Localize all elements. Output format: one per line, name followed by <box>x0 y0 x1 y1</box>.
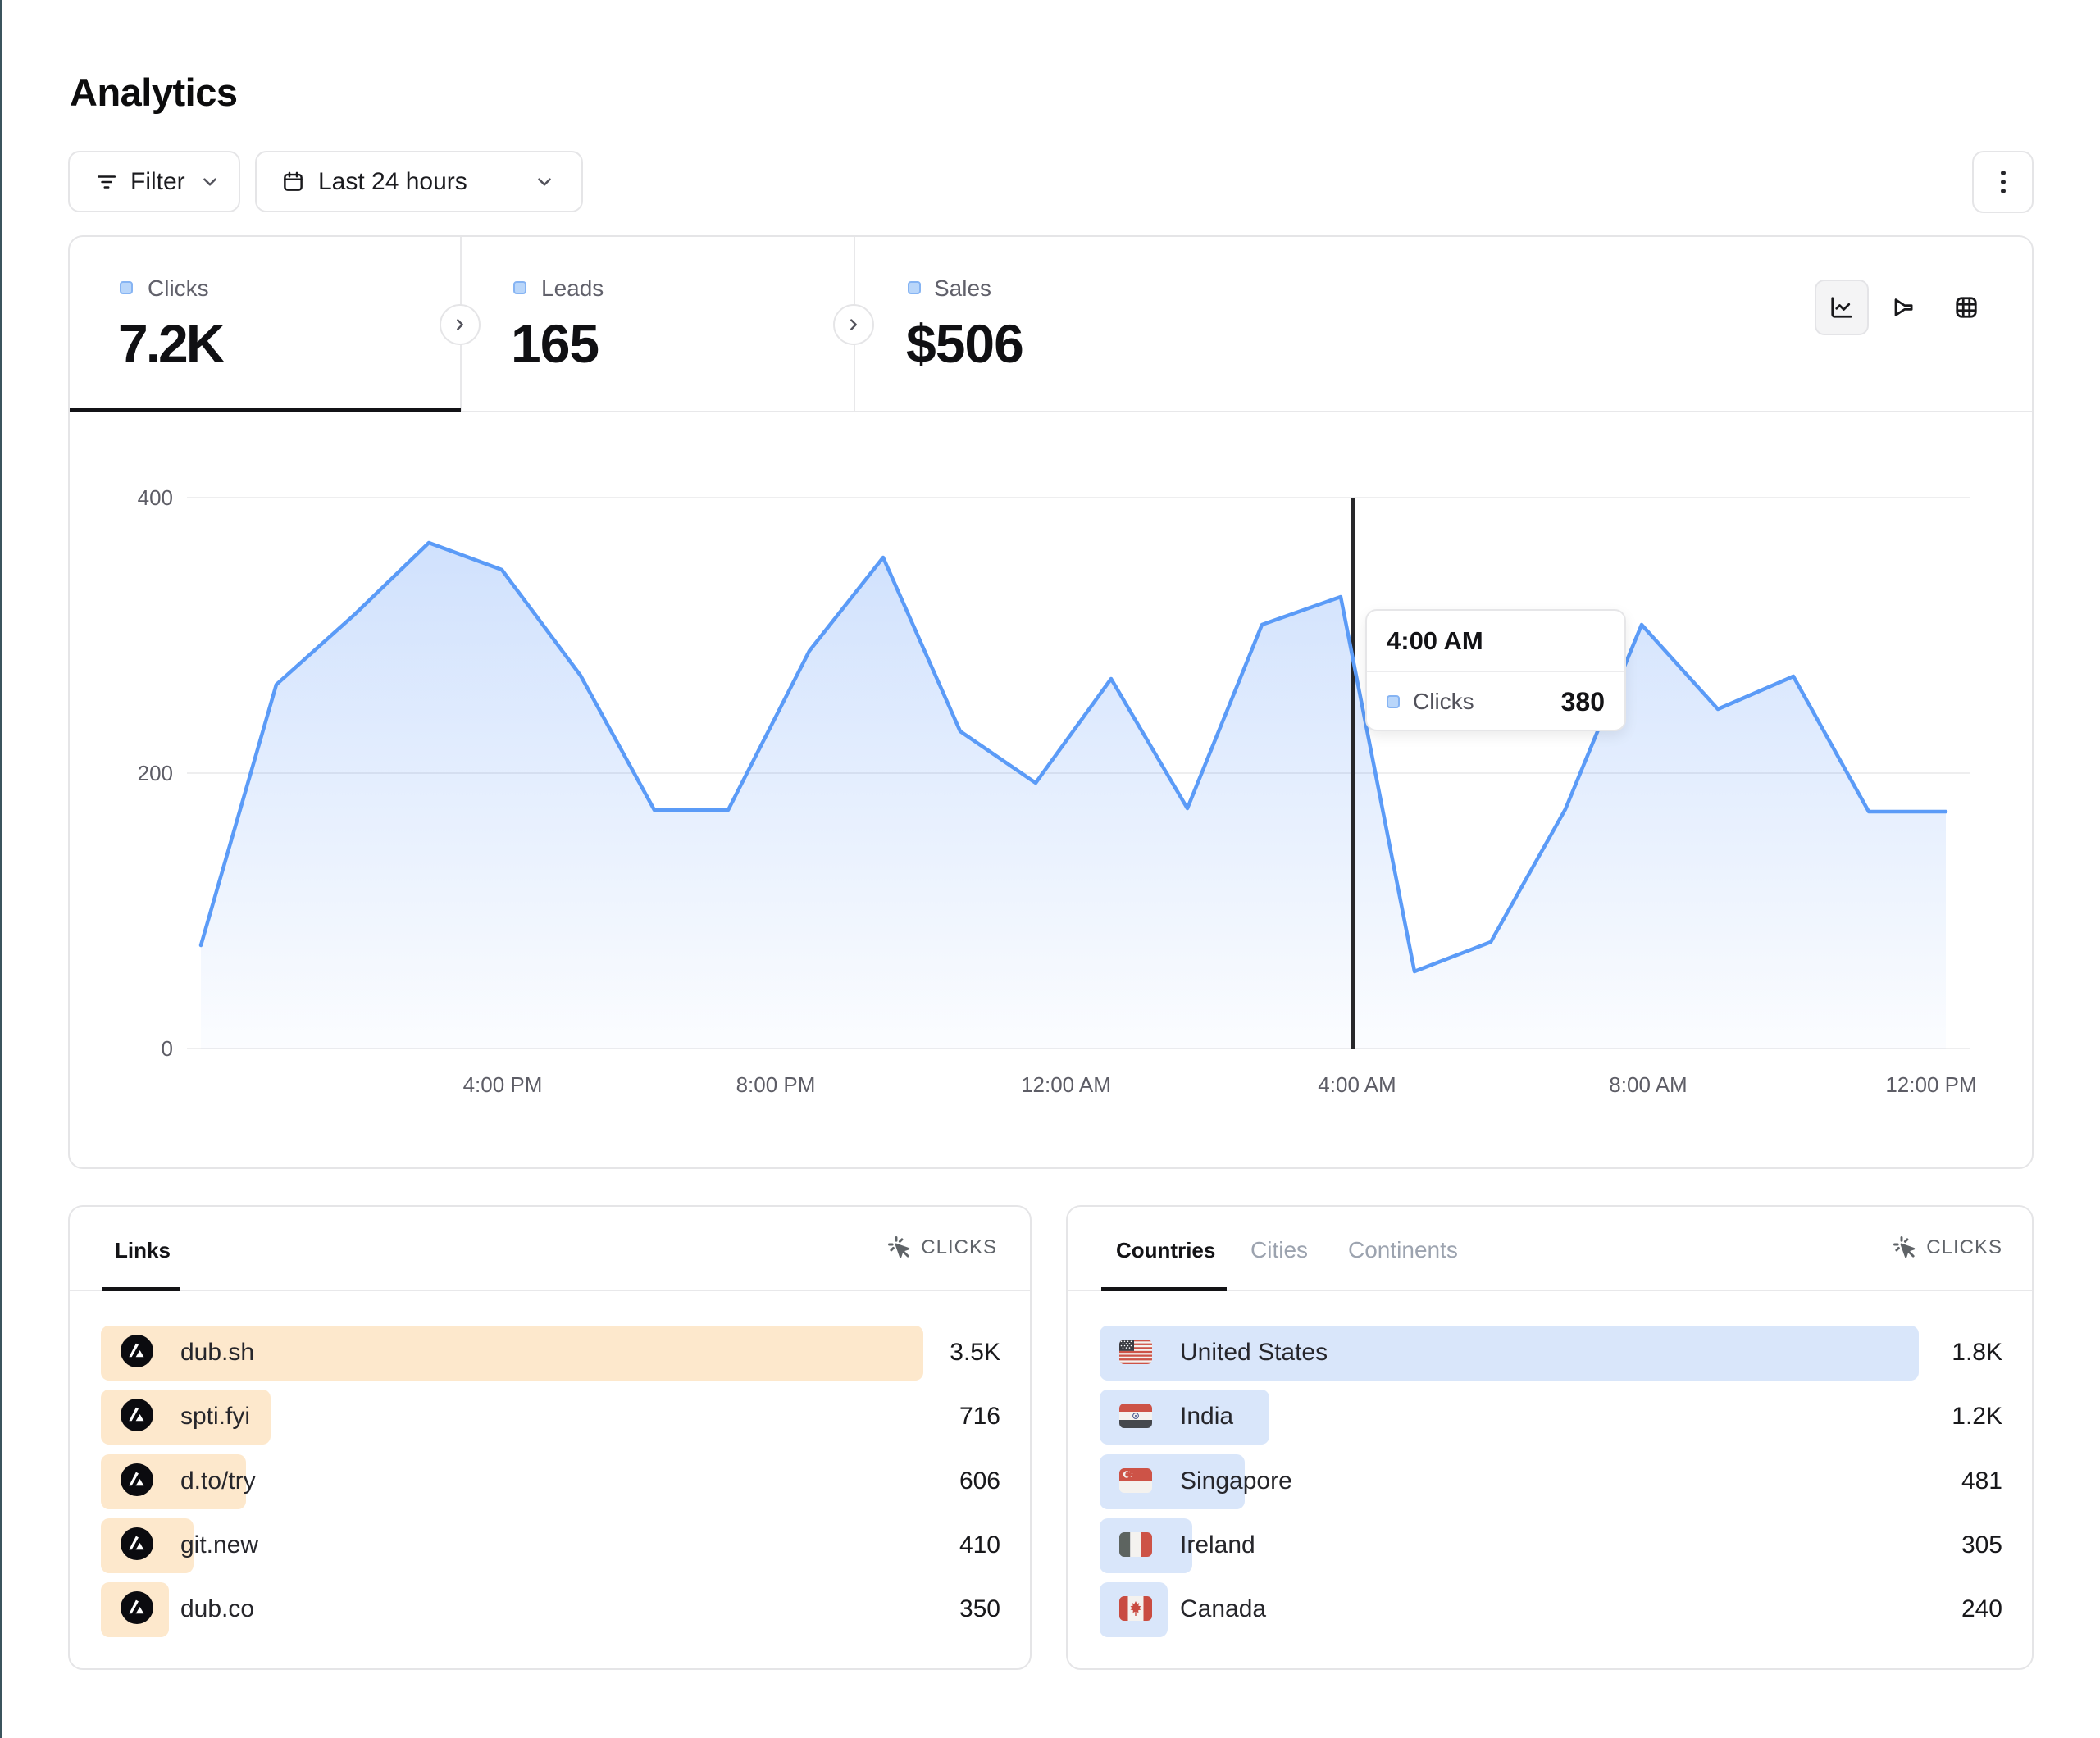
svg-text:0: 0 <box>162 1036 173 1061</box>
svg-text:8:00 AM: 8:00 AM <box>1609 1072 1687 1097</box>
svg-text:400: 400 <box>138 485 173 510</box>
svg-text:8:00 PM: 8:00 PM <box>736 1072 816 1097</box>
svg-text:12:00 PM: 12:00 PM <box>1885 1072 1976 1097</box>
svg-text:12:00 AM: 12:00 AM <box>1021 1072 1111 1097</box>
svg-text:4:00 PM: 4:00 PM <box>463 1072 543 1097</box>
svg-text:4:00 AM: 4:00 AM <box>1318 1072 1396 1097</box>
svg-text:200: 200 <box>138 761 173 785</box>
